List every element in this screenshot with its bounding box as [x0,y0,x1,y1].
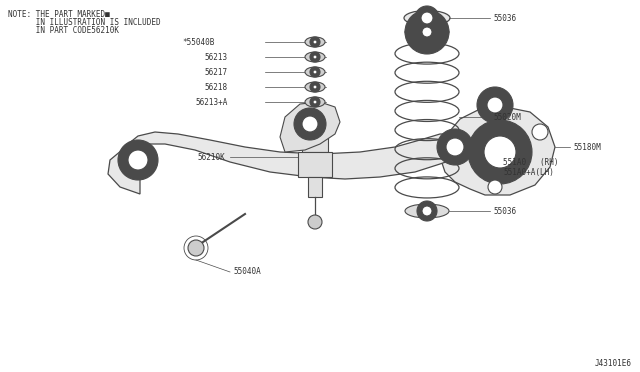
Text: 56217: 56217 [205,67,228,77]
Circle shape [532,124,548,140]
Text: IN ILLUSTRATION IS INCLUDED: IN ILLUSTRATION IS INCLUDED [8,18,161,27]
Circle shape [422,206,432,216]
Ellipse shape [305,97,325,107]
Text: 56213: 56213 [205,52,228,61]
Circle shape [443,143,461,161]
Circle shape [415,6,439,30]
Circle shape [128,150,148,170]
Polygon shape [280,102,340,152]
Circle shape [488,180,502,194]
Text: 56213+A: 56213+A [196,97,228,106]
Circle shape [308,215,322,229]
Circle shape [421,12,433,24]
Circle shape [310,37,320,47]
Circle shape [313,55,317,59]
Text: 55036: 55036 [493,206,516,215]
Circle shape [188,240,204,256]
Text: 55036: 55036 [493,13,516,22]
Circle shape [484,136,516,168]
Polygon shape [298,152,332,177]
Circle shape [310,82,320,92]
Ellipse shape [305,37,325,47]
Circle shape [487,97,503,113]
Circle shape [118,140,158,180]
Text: 55040A: 55040A [233,267,260,276]
Text: J43101E6: J43101E6 [595,359,632,369]
Circle shape [437,129,473,165]
Text: *55040B: *55040B [182,38,215,46]
Polygon shape [302,127,328,152]
Ellipse shape [305,67,325,77]
Polygon shape [305,107,325,127]
Circle shape [313,40,317,44]
Text: 551A0   (RH): 551A0 (RH) [503,157,559,167]
Circle shape [313,70,317,74]
Text: 55180M: 55180M [573,142,601,151]
Circle shape [477,87,513,123]
Circle shape [417,201,437,221]
Circle shape [313,100,317,104]
Circle shape [422,27,432,37]
Ellipse shape [305,82,325,92]
Circle shape [468,120,532,184]
Circle shape [417,22,437,42]
Circle shape [310,67,320,77]
Circle shape [418,23,436,41]
Circle shape [310,97,320,107]
Ellipse shape [405,204,449,218]
Circle shape [310,52,320,62]
Polygon shape [440,107,555,195]
Circle shape [313,85,317,89]
Circle shape [446,138,464,156]
Polygon shape [308,177,322,197]
Ellipse shape [405,25,449,39]
Polygon shape [108,132,470,194]
Circle shape [302,116,318,132]
Text: IN PART CODE56210K: IN PART CODE56210K [8,26,119,35]
Text: 55020M: 55020M [493,112,521,122]
Circle shape [294,108,326,140]
Circle shape [405,10,449,54]
Text: NOTE: THE PART MARKED■: NOTE: THE PART MARKED■ [8,10,109,19]
Ellipse shape [305,52,325,62]
Ellipse shape [404,10,450,26]
Text: 56218: 56218 [205,83,228,92]
Text: 551A0+A(LH): 551A0+A(LH) [503,167,554,176]
Text: 56210K: 56210K [197,153,225,161]
